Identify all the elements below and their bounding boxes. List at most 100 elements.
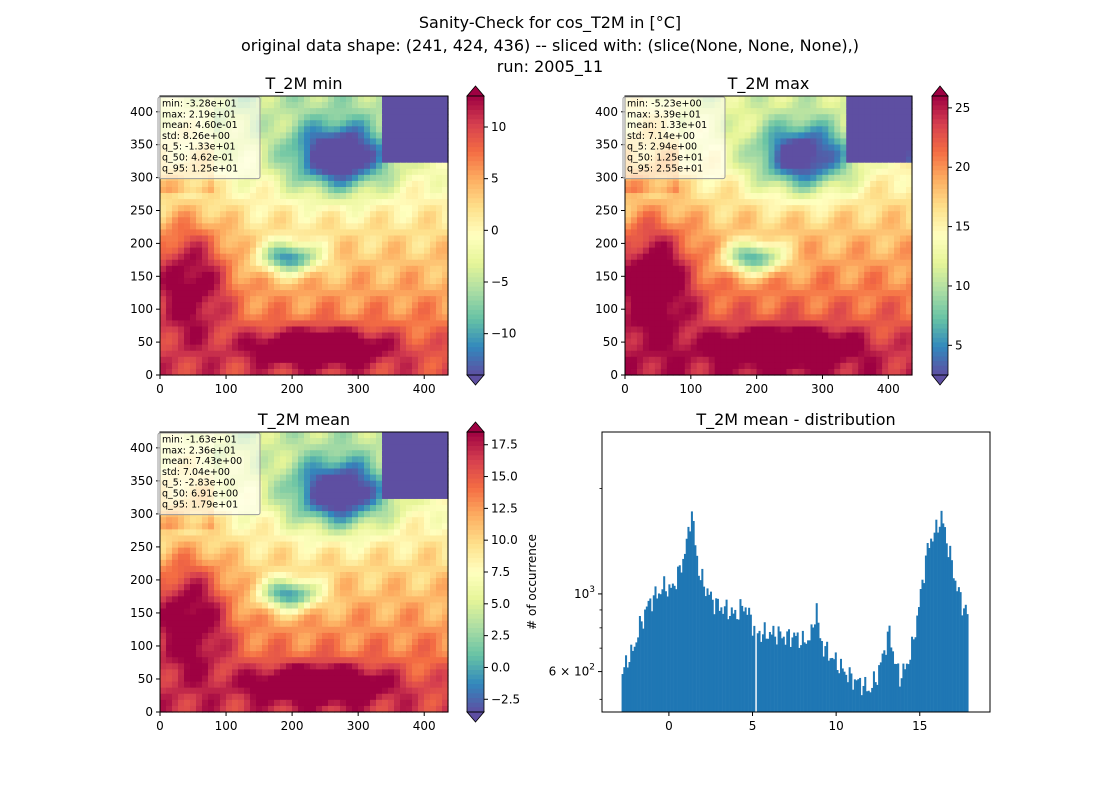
heatmap-cell — [894, 271, 901, 279]
heatmap-cell — [870, 205, 877, 212]
heatmap-cell — [430, 368, 437, 376]
heatmap-cell — [400, 193, 407, 200]
heatmap-cell — [804, 126, 811, 133]
heatmap-cell — [244, 284, 251, 291]
heatmap-cell — [322, 186, 329, 194]
heatmap-cell — [340, 156, 347, 164]
heatmap-cell — [400, 271, 407, 279]
heatmap-cell — [780, 326, 788, 334]
heatmap-cell — [702, 277, 710, 285]
heatmap-cell — [292, 217, 299, 224]
heatmap-cell — [648, 265, 656, 273]
heatmap-cell — [340, 259, 347, 267]
colorbar-segment — [932, 323, 948, 330]
heatmap-cell — [358, 132, 365, 140]
heatmap-cell — [412, 450, 419, 457]
heatmap-cell — [804, 205, 811, 212]
heatmap-cell — [900, 217, 907, 224]
heatmap-cell — [370, 326, 377, 334]
heatmap-cell — [424, 126, 431, 133]
heatmap-cell — [774, 350, 782, 358]
heatmap-cell — [684, 211, 692, 218]
heatmap-cell — [792, 114, 799, 121]
heatmap-cell — [226, 368, 233, 376]
heatmap-cell — [816, 108, 823, 115]
heatmap-cell — [906, 265, 913, 273]
heatmap-cell — [376, 168, 383, 176]
heatmap-cell — [625, 271, 632, 279]
heatmap-cell — [630, 235, 638, 243]
heatmap-cell — [274, 338, 281, 346]
heatmap-cell — [400, 96, 407, 103]
heatmap-cell — [418, 350, 425, 358]
heatmap-cell — [906, 126, 913, 133]
heatmap-cell — [256, 199, 263, 206]
heatmap-cell — [792, 150, 799, 158]
heatmap-cell — [334, 332, 341, 340]
heatmap-cell — [280, 162, 287, 170]
heatmap-cell — [744, 162, 752, 170]
heatmap-cell — [376, 284, 383, 291]
heatmap-cell — [762, 132, 770, 140]
heatmap-cell — [876, 120, 883, 127]
heatmap-cell — [370, 217, 377, 224]
heatmap-cell — [792, 356, 799, 364]
heatmap-cell — [666, 235, 674, 243]
heatmap-cell — [334, 468, 341, 476]
heatmap-cell — [406, 235, 413, 243]
heatmap-cell — [678, 217, 686, 224]
heatmap-cell — [792, 186, 799, 194]
heatmap-cell — [894, 102, 901, 109]
heatmap-cell — [262, 193, 269, 200]
heatmap-cell — [756, 320, 764, 328]
heatmap-cell — [744, 320, 752, 328]
heatmap-cell — [262, 138, 269, 146]
colorbar-segment — [932, 282, 948, 288]
heatmap-cell — [388, 271, 395, 279]
heatmap-cell — [346, 265, 353, 273]
heatmap-cell — [310, 450, 317, 457]
heatmap-cell — [256, 362, 263, 370]
heatmap-cell — [346, 326, 353, 334]
colorbar-segment — [932, 272, 948, 278]
heatmap-cell — [882, 144, 889, 152]
heatmap-cell — [852, 199, 859, 206]
heatmap-cell — [172, 211, 179, 218]
heatmap-cell — [382, 229, 389, 237]
heatmap-cell — [196, 271, 203, 279]
heatmap-cell — [208, 290, 215, 297]
colorbar-segment — [932, 156, 948, 162]
heatmap-cell — [304, 217, 311, 224]
heatmap-cell — [442, 253, 449, 261]
heatmap-cell — [400, 314, 407, 322]
heatmap-cell — [262, 223, 269, 231]
heatmap-cell — [376, 223, 383, 231]
heatmap-cell — [750, 235, 758, 243]
heatmap-cell — [250, 296, 257, 303]
heatmap-cell — [714, 211, 722, 218]
heatmap-cell — [900, 108, 907, 115]
heatmap-cell — [352, 356, 359, 364]
heatmap-cell — [316, 265, 323, 273]
heatmap-cell — [424, 296, 431, 303]
heatmap-cell — [900, 96, 907, 103]
heatmap-cell — [358, 332, 365, 340]
heatmap-cell — [352, 114, 359, 121]
heatmap-cell — [684, 193, 692, 200]
heatmap-cell — [822, 296, 829, 303]
heatmap-cell — [310, 326, 317, 334]
heatmap-cell — [894, 326, 901, 334]
heatmap-cell — [394, 156, 401, 164]
heatmap-cell — [762, 193, 770, 200]
colorbar-tick-label: 25 — [955, 101, 970, 115]
heatmap-cell — [822, 126, 829, 133]
heatmap-cell — [370, 253, 377, 261]
heatmap-cell — [412, 296, 419, 303]
stats-line: mean: 1.33e+01 — [627, 120, 707, 131]
heatmap-cell — [708, 296, 716, 303]
heatmap-cell — [310, 211, 317, 218]
heatmap-cell — [376, 126, 383, 133]
heatmap-cell — [310, 229, 317, 237]
heatmap-cell — [798, 229, 805, 237]
heatmap-cell — [418, 108, 425, 115]
